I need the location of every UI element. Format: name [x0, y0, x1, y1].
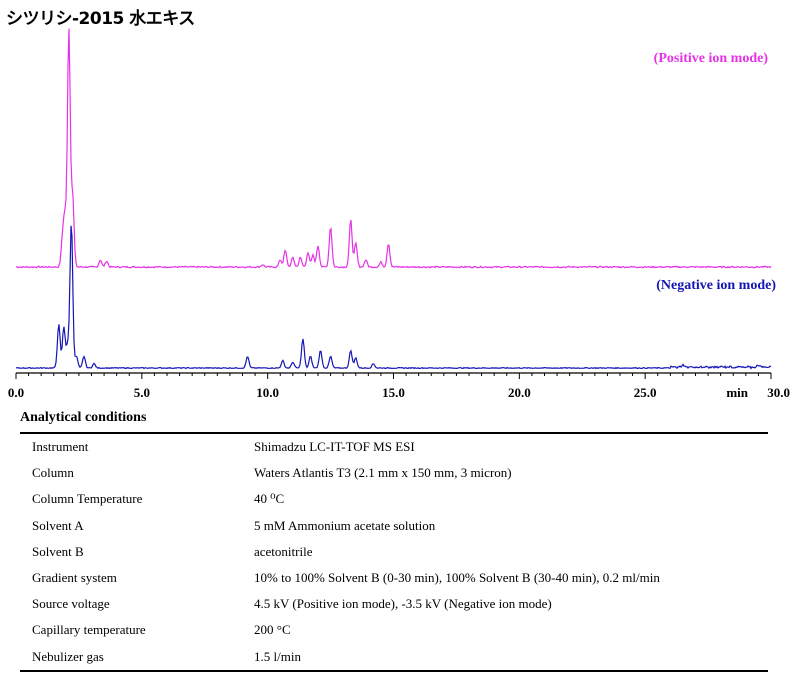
condition-value: 200 °C [254, 622, 291, 638]
condition-value: 5 mM Ammonium acetate solution [254, 517, 436, 533]
condition-row: Source voltage 4.5 kV (Positive ion mode)… [20, 591, 768, 617]
series-line [16, 225, 772, 370]
condition-row: Column Temperature 40 ⁰C [20, 486, 768, 512]
condition-row: Gradient system 10% to 100% Solvent B (0-… [20, 565, 768, 591]
condition-value: Shimadzu LC-IT-TOF MS ESI [254, 439, 415, 455]
condition-row: Instrument Shimadzu LC-IT-TOF MS ESI [20, 433, 768, 460]
condition-key: Source voltage [32, 596, 110, 612]
condition-value: 10% to 100% Solvent B (0-30 min), 100% S… [254, 570, 660, 586]
x-axis-unit: min [726, 385, 748, 400]
condition-value: acetonitrile [254, 543, 313, 559]
condition-key: Nebulizer gas [32, 648, 104, 664]
condition-key: Gradient system [32, 570, 117, 586]
x-tick-label: 0.0 [8, 385, 24, 400]
condition-row: Solvent B acetonitrile [20, 539, 768, 565]
condition-row: Capillary temperature 200 °C [20, 617, 768, 643]
chart-title: シツリシ-2015 水エキス [6, 9, 195, 29]
condition-key: Column [32, 465, 74, 481]
series-label: (Negative ion mode) [656, 278, 776, 293]
series-line [15, 28, 772, 269]
conditions-title: Analytical conditions [20, 410, 147, 425]
condition-key: Instrument [32, 439, 89, 455]
condition-row: Nebulizer gas 1.5 l/min [20, 644, 768, 671]
condition-value: Waters Atlantis T3 (2.1 mm x 150 mm, 3 m… [254, 465, 512, 481]
analytical-conditions: Analytical conditions Instrument Shimadzu… [20, 410, 768, 672]
x-tick-label: 20.0 [508, 385, 531, 400]
series-label: (Positive ion mode) [654, 51, 769, 66]
x-tick-label: 5.0 [134, 385, 150, 400]
condition-key: Capillary temperature [32, 622, 146, 638]
x-tick-label: 10.0 [256, 385, 279, 400]
condition-value: 4.5 kV (Positive ion mode), -3.5 kV (Neg… [254, 596, 552, 612]
condition-value: 40 ⁰C [254, 491, 285, 507]
condition-row: Column Waters Atlantis T3 (2.1 mm x 150 m… [20, 460, 768, 486]
x-tick-label: 15.0 [382, 385, 405, 400]
chromatogram-chart: (Positive ion mode) (Negative ion mode) 0.… [8, 28, 790, 400]
condition-value: 1.5 l/min [254, 648, 301, 664]
conditions-table: Instrument Shimadzu LC-IT-TOF MS ESI Colum… [20, 432, 768, 672]
condition-key: Column Temperature [32, 491, 143, 507]
condition-key: Solvent B [32, 543, 84, 559]
x-tick-label: 25.0 [634, 385, 657, 400]
condition-key: Solvent A [32, 517, 84, 533]
condition-row: Solvent A 5 mM Ammonium acetate solution [20, 513, 768, 539]
x-tick-label: 30.0 [767, 385, 790, 400]
